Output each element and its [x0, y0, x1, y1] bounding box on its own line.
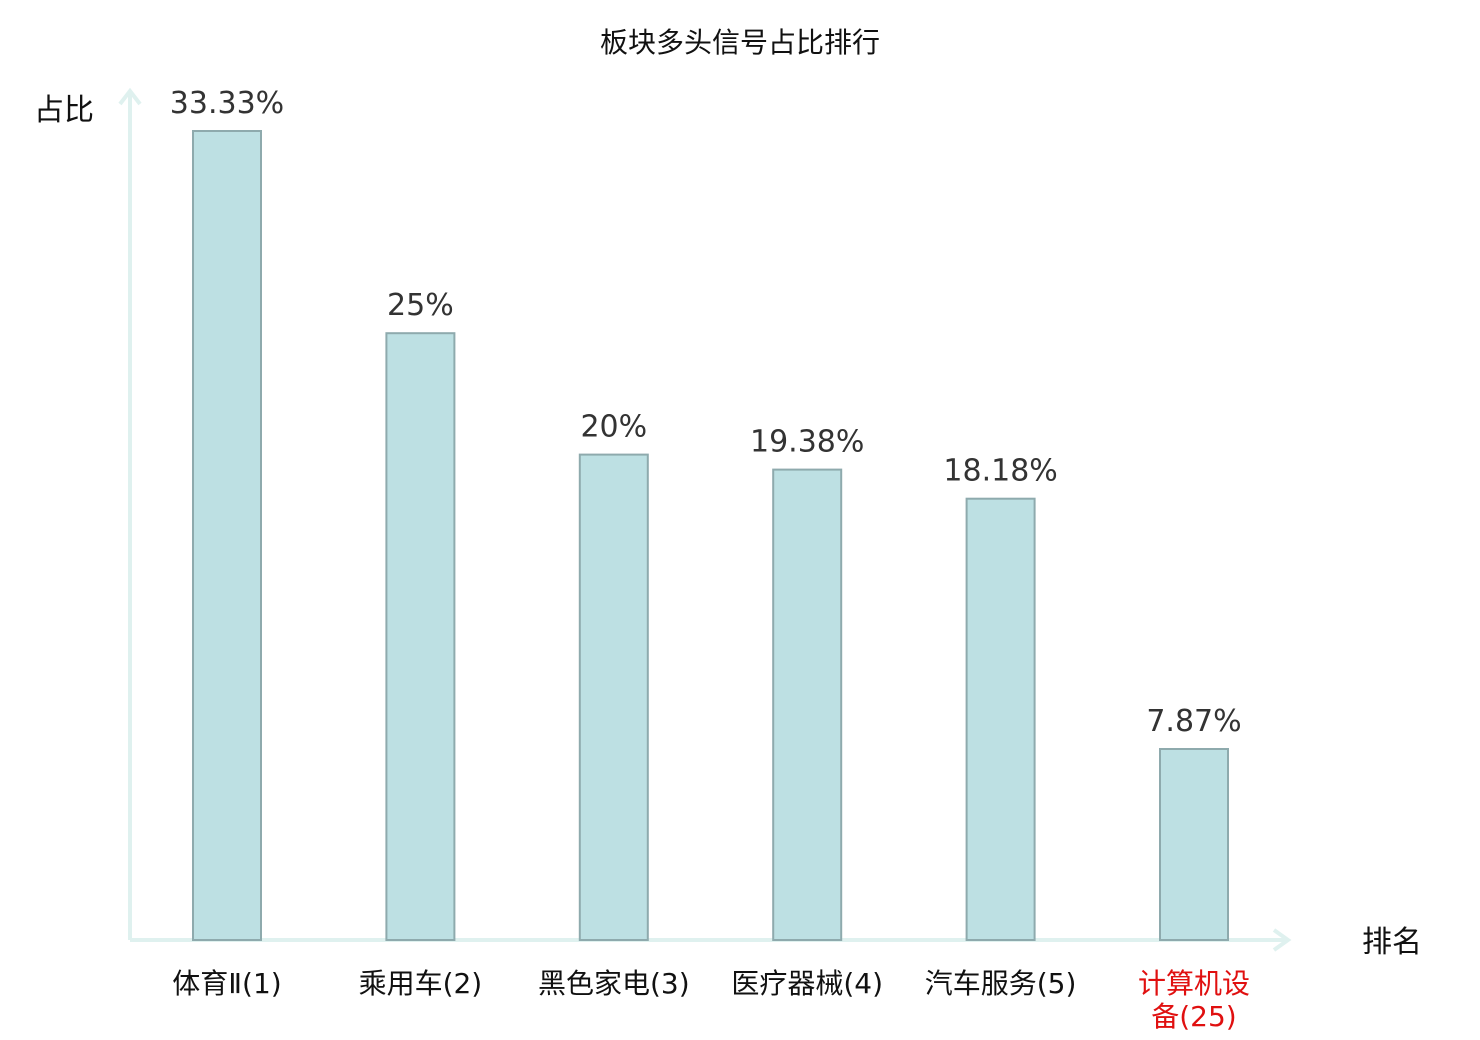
value-labels-group: 33.33% 25% 20% 19.38% 18.18% 7.87%: [170, 86, 1242, 739]
value-label-5: 18.18%: [943, 454, 1057, 489]
bar-4: [772, 468, 843, 941]
value-label-2: 25%: [387, 288, 454, 323]
value-label-4: 19.38%: [750, 425, 864, 460]
y-axis-label: 占比: [34, 93, 94, 128]
category-label-6-line-2: 备(25): [1151, 1000, 1236, 1033]
category-label-3: 黑色家电(3): [538, 967, 690, 1000]
category-label-2: 乘用车(2): [359, 967, 483, 1000]
category-label-6-line-1: 计算机设: [1138, 967, 1250, 1000]
bar-5: [965, 497, 1036, 941]
value-label-1: 33.33%: [170, 86, 284, 121]
chart-title: 板块多头信号占比排行: [600, 26, 880, 59]
bar-6: [1159, 748, 1229, 941]
bar-1: [192, 130, 262, 941]
value-label-6: 7.87%: [1146, 704, 1241, 739]
category-labels-group: 体育Ⅱ(1) 乘用车(2) 黑色家电(3) 医疗器械(4) 汽车服务(5) 计算机设备(2…: [172, 967, 1250, 1033]
axes: [118, 87, 1292, 952]
bars-group: [192, 130, 1229, 941]
category-label-5: 汽车服务(5): [925, 967, 1077, 1000]
y-axis-arrow: [118, 87, 142, 106]
category-label-1: 体育Ⅱ(1): [172, 967, 281, 1000]
x-axis-label: 排名: [1362, 925, 1422, 960]
category-label-4: 医疗器械(4): [731, 967, 883, 1000]
x-axis-arrow: [1272, 928, 1292, 952]
bar-3: [578, 453, 649, 941]
bar-2: [385, 332, 456, 941]
value-label-3: 20%: [580, 410, 647, 445]
